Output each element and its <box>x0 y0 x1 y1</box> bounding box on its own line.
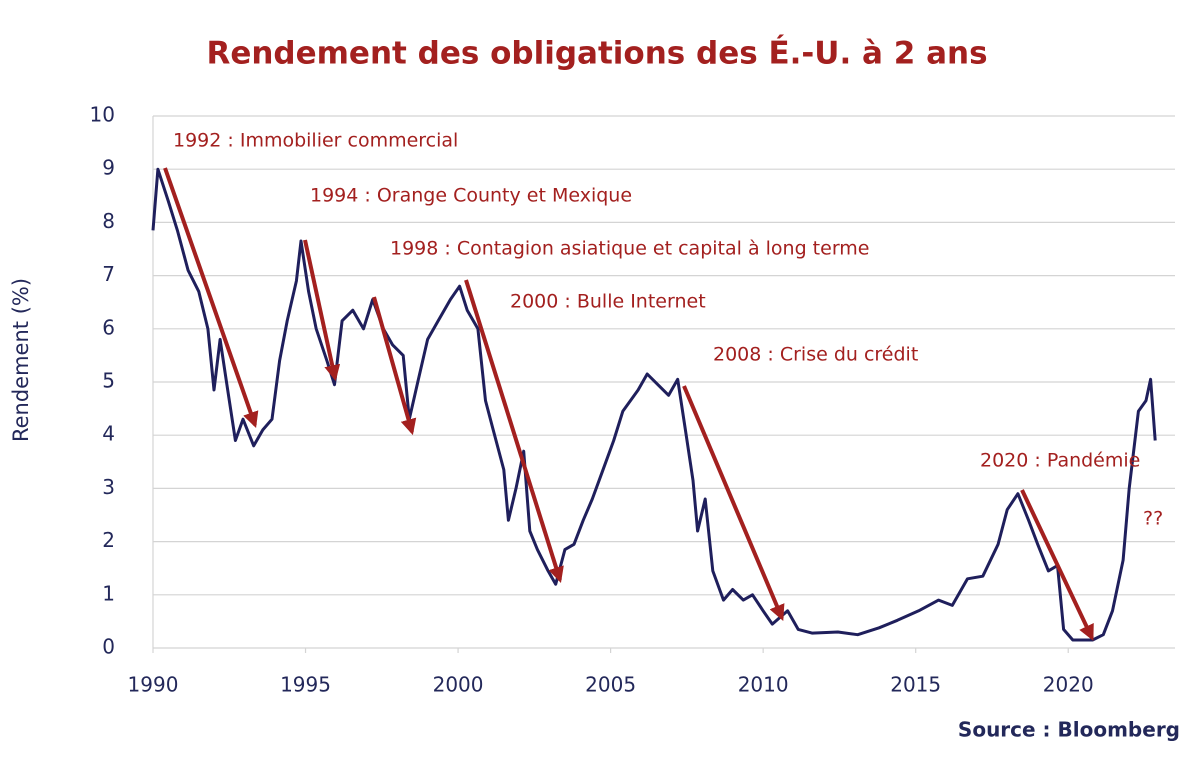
annotation: 2020 : Pandémie <box>980 450 1140 472</box>
arrow <box>682 385 785 621</box>
x-tick-label: 1995 <box>280 673 331 697</box>
y-tick-label: 1 <box>102 581 115 605</box>
y-tick-label: 3 <box>102 475 115 499</box>
source: Source : Bloomberg <box>958 718 1180 742</box>
y-tick-label: 0 <box>102 635 115 659</box>
x-tick-label: 1990 <box>128 673 179 697</box>
chart-title: Rendement des obligations des É.-U. à 2 … <box>206 36 987 72</box>
annotation: 1998 : Contagion asiatique et capital à … <box>390 238 870 260</box>
y-tick-label: 7 <box>102 262 115 286</box>
y-tick-label: 5 <box>102 369 115 393</box>
annotation: 2000 : Bulle Internet <box>510 291 706 313</box>
y-tick-label: 9 <box>102 156 115 180</box>
annotation: ?? <box>1143 508 1163 530</box>
y-axis-label: Rendement (%) <box>9 278 33 442</box>
plot <box>151 167 1157 642</box>
arrow <box>372 296 417 436</box>
arrow <box>1020 489 1094 641</box>
arrow <box>163 167 259 429</box>
x-tick-label: 2000 <box>433 673 484 697</box>
x-tick-label: 2010 <box>738 673 789 697</box>
annotation: 1992 : Immobilier commercial <box>173 130 458 152</box>
arrows <box>163 167 1094 641</box>
annotations: 1992 : Immobilier commercial 1994 : Orang… <box>173 130 1163 530</box>
y-tick-label: 6 <box>102 315 115 339</box>
arrow <box>464 279 564 584</box>
x-tick-label: 2020 <box>1043 673 1094 697</box>
y-tick-label: 4 <box>102 422 115 446</box>
yield-line <box>151 167 1157 642</box>
x-tick-label: 2015 <box>890 673 941 697</box>
y-tick-label: 2 <box>102 528 115 552</box>
x-tick-label: 2005 <box>585 673 636 697</box>
arrow <box>303 239 341 382</box>
annotation: 2008 : Crise du crédit <box>713 344 918 366</box>
y-tick-label: 8 <box>102 209 115 233</box>
annotation: 1994 : Orange County et Mexique <box>310 185 632 207</box>
y-tick-label: 10 <box>90 103 115 127</box>
grid: 0 1 2 3 4 5 6 7 8 9 10 1990 1995 2000 2005 2010 2015 2020 <box>90 103 1175 697</box>
